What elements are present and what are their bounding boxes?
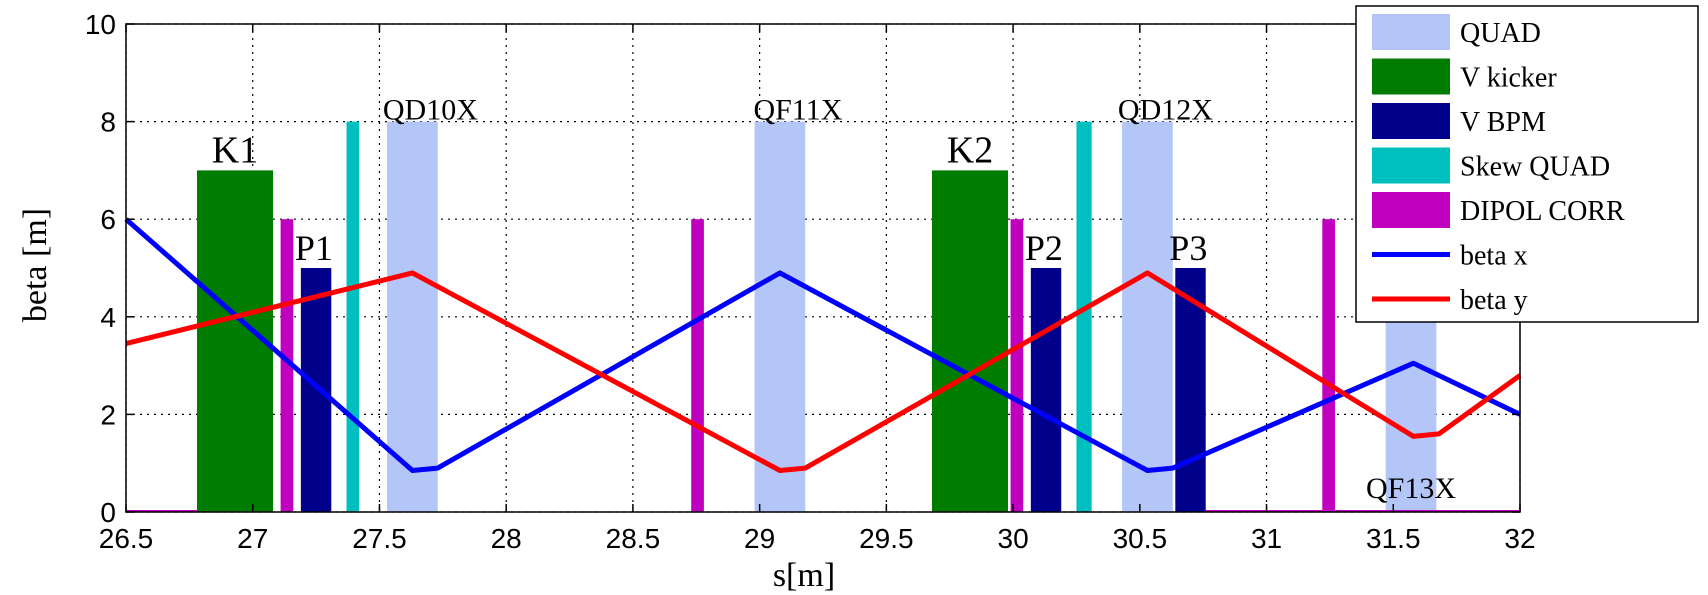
element-label: QF11X [753, 94, 842, 127]
legend-swatch [1372, 58, 1450, 95]
x-tick-label: 30.5 [1113, 523, 1168, 554]
element-label: QD10X [383, 94, 478, 127]
legend-label: Skew QUAD [1460, 152, 1610, 183]
x-tick-label: 29 [744, 523, 775, 554]
legend-swatch [1372, 192, 1450, 228]
element-label: QD12X [1118, 94, 1213, 127]
legend-label: DIPOL CORR [1460, 196, 1625, 227]
x-tick-label: 27 [237, 523, 268, 554]
skew-bar [346, 121, 360, 512]
quad-bar [387, 121, 438, 512]
legend-label: QUAD [1460, 18, 1541, 49]
legend-label: beta y [1460, 285, 1528, 316]
legend-swatch [1372, 147, 1450, 184]
legend-label: V BPM [1460, 107, 1546, 138]
y-axis-label: beta [m] [17, 208, 54, 322]
beta-y-line [125, 270, 1522, 473]
x-tick-label: 26.5 [99, 523, 154, 554]
y-tick-label: 10 [85, 9, 116, 40]
bpm-bar [1030, 268, 1062, 512]
y-tick-label: 0 [100, 497, 116, 528]
dipol-bar [280, 219, 294, 512]
y-tick-label: 4 [100, 302, 116, 333]
legend-label: beta x [1460, 241, 1528, 272]
legend-label: V kicker [1460, 63, 1557, 94]
element-labels: K1 P1 QD10X QF11X K2 P2 QD12X P3 QF13X [212, 94, 1457, 505]
element-label: P2 [1025, 228, 1063, 268]
legend: QUAD V kicker V BPM Skew QUAD DIPOL CORR beta… [1355, 5, 1699, 323]
quad-bar [754, 121, 806, 512]
quad-bar [1122, 121, 1173, 512]
y-tick-label: 6 [100, 204, 116, 235]
element-label: QF13X [1366, 472, 1456, 505]
skew-bar [1076, 121, 1092, 512]
x-tick-label: 31.5 [1366, 523, 1421, 554]
kicker-bar [931, 170, 1009, 512]
quad-bar [1385, 292, 1437, 512]
beta-curves [124, 217, 1522, 473]
bpm-bar [300, 268, 332, 512]
x-tick-label: 28 [491, 523, 522, 554]
beta-x-line [124, 217, 1522, 473]
kicker-bar [196, 170, 274, 512]
element-label: P1 [295, 228, 333, 268]
x-tick-label: 32 [1504, 523, 1535, 554]
tick-labels: 26.5 27 27.5 28 28.5 29 29.5 30 30.5 31 31.5 32 0 2 4 6… [85, 9, 1536, 554]
lattice-elements [126, 121, 1520, 512]
legend-swatch [1372, 14, 1450, 50]
x-tick-label: 27.5 [352, 523, 407, 554]
element-label: K2 [947, 129, 993, 171]
dipol-bar [1322, 219, 1335, 512]
x-tick-label: 31 [1251, 523, 1282, 554]
bpm-bar [1175, 268, 1206, 512]
x-tick-label: 28.5 [606, 523, 661, 554]
element-label: K1 [212, 129, 258, 171]
y-tick-label: 8 [100, 107, 116, 138]
x-tick-label: 30 [998, 523, 1029, 554]
dipol-bar [1010, 219, 1024, 512]
x-tick-label: 29.5 [859, 523, 914, 554]
element-label: P3 [1169, 228, 1207, 268]
dipol-bar [691, 219, 704, 512]
y-tick-label: 2 [100, 399, 116, 430]
legend-swatch [1372, 103, 1450, 139]
x-axis-label: s[m] [773, 557, 835, 594]
